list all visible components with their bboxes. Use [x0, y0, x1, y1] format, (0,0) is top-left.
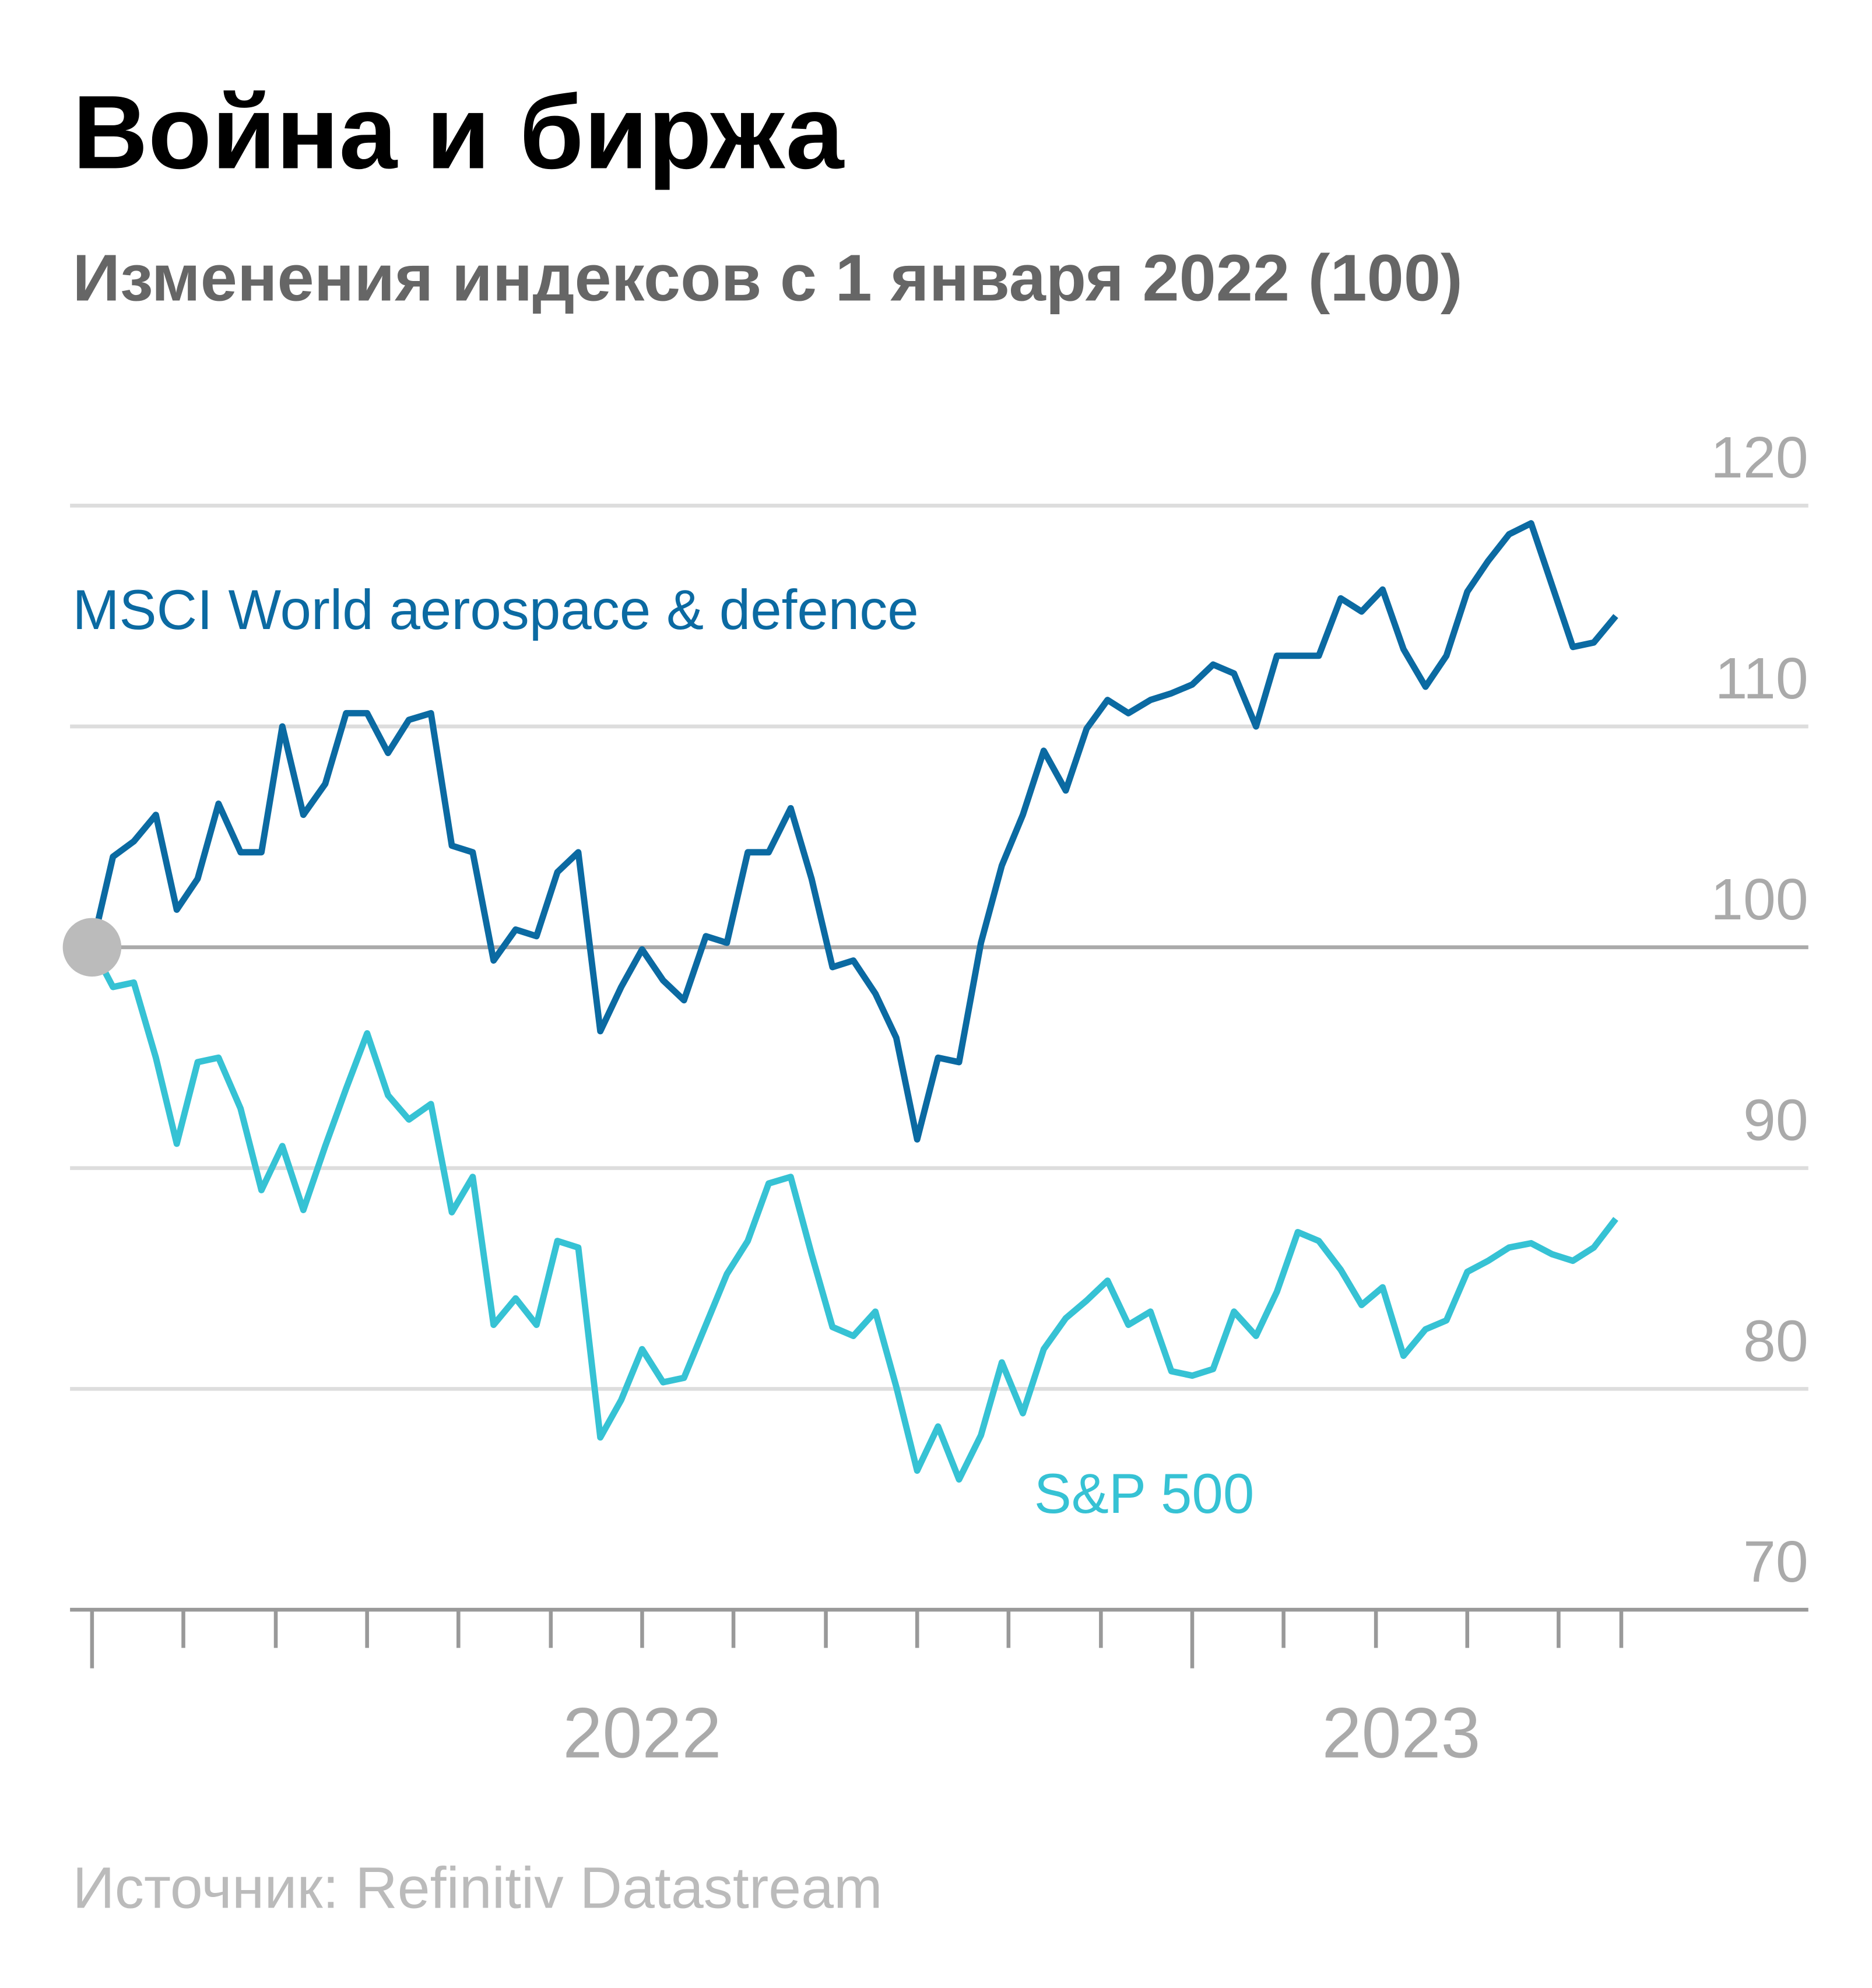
series-line: [89, 946, 1618, 1483]
x-tick-label: 2023: [1322, 1693, 1480, 1773]
start-dot: [62, 918, 122, 977]
chart-title: Война и биржа: [73, 73, 845, 190]
y-tick-label: 120: [1711, 425, 1808, 490]
series-line: [89, 520, 1618, 1143]
legend-label: MSCI World aerospace & defence: [73, 579, 919, 641]
y-tick-label: 70: [1743, 1529, 1808, 1594]
legend-label: S&P 500: [1034, 1463, 1255, 1525]
y-tick-label: 100: [1711, 867, 1808, 932]
y-tick-label: 110: [1715, 646, 1808, 711]
x-tick-label: 2022: [563, 1693, 721, 1773]
chart-subtitle: Изменения индексов с 1 января 2022 (100): [73, 241, 1463, 315]
source: Источник: Refinitiv Datastream: [73, 1855, 883, 1920]
y-tick-label: 90: [1743, 1088, 1808, 1153]
y-tick-label: 80: [1743, 1308, 1808, 1374]
